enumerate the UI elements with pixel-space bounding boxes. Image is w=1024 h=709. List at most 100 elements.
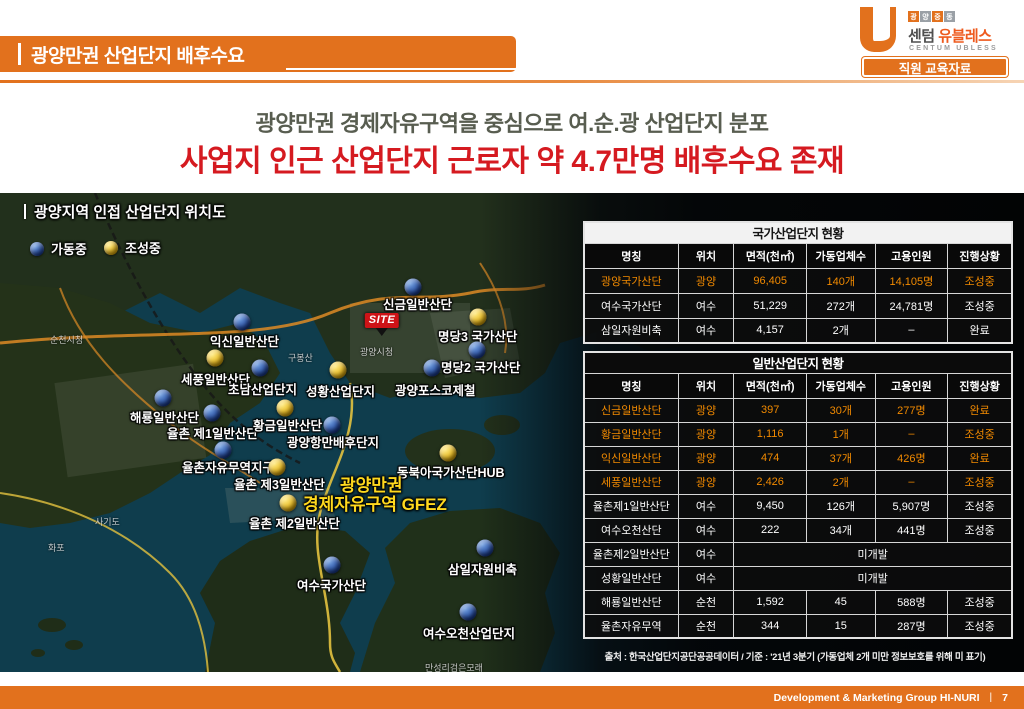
logo-tile: 동 (944, 11, 955, 22)
table-cell: 광양 (677, 397, 735, 423)
header-divider (0, 80, 1024, 83)
table-cell: 397 (733, 397, 808, 423)
legend-label: 가동중 (51, 242, 87, 257)
marker-label: 초남산업단지 (228, 383, 298, 397)
table-row: 광양국가산단 광양 96,405 140개 14,105명 조성중 (583, 267, 1013, 294)
marker-label: 율촌자유무역지구 (182, 461, 275, 475)
table-row: 세풍일반산단 광양 2,426 2개 – 조성중 (583, 469, 1013, 495)
marker-dot-blue (459, 603, 477, 621)
table-cell: 여수 (677, 292, 735, 319)
table-title: 일반산업단지 현황 (583, 351, 1013, 374)
table-row: 여수오천산단 여수 222 34개 441명 조성중 (583, 517, 1013, 543)
table-cell: – (874, 421, 949, 447)
table-cell: 여수 (677, 517, 735, 543)
table-cell: 34개 (806, 517, 876, 543)
table-cell: 익신일반산단 (583, 445, 679, 471)
marker-dot-blue (154, 389, 172, 407)
table-cell: 24,781명 (874, 292, 949, 319)
column-header: 위치 (677, 372, 735, 399)
table-cell: 광양 (677, 267, 735, 294)
education-material-badge: 직원 교육자료 (862, 57, 1008, 77)
table-cell: 완료 (947, 445, 1013, 471)
marker-label: 삼일자원비축 (448, 563, 518, 577)
table-cell: 344 (733, 613, 808, 639)
marker-dot-blue (323, 556, 341, 574)
source-note: 출처 : 한국산업단지공단공공데이터 / 기준 : '21년 3분기 (가동업체… (604, 652, 986, 663)
table-cell: 30개 (806, 397, 876, 423)
table-cell: 14,105명 (874, 267, 949, 294)
column-header: 고용인원 (874, 372, 949, 399)
table-cell: 세풍일반산단 (583, 469, 679, 495)
table-cell: 277명 (874, 397, 949, 423)
column-header: 진행상황 (947, 372, 1013, 399)
table-cell: 474 (733, 445, 808, 471)
logo-tile: 중 (932, 11, 943, 22)
table-cell: 광양 (677, 445, 735, 471)
data-table: 국가산업단지 현황 명칭 위치 면적(천㎡) 가동업체수 고용인원 진행상황 광양국가산단 광양… (583, 221, 1013, 344)
table-cell: 9,450 (733, 493, 808, 519)
marker-label: 율촌 제3일반산단 (234, 478, 325, 492)
general-complex-table: 일반산업단지 현황 명칭 위치 면적(천㎡) 가동업체수 고용인원 진행상황 신금일반산단 광양… (583, 351, 1013, 639)
column-header: 면적(천㎡) (733, 242, 808, 269)
table-row: 신금일반산단 광양 397 30개 277명 완료 (583, 397, 1013, 423)
national-complex-table: 국가산업단지 현황 명칭 위치 면적(천㎡) 가동업체수 고용인원 진행상황 광양국가산단 광양… (583, 221, 1013, 344)
table-cell: 1개 (806, 421, 876, 447)
table-cell: 황금일반산단 (583, 421, 679, 447)
table-row: 율촌제1일반산단 여수 9,450 126개 5,907명 조성중 (583, 493, 1013, 519)
column-header: 고용인원 (874, 242, 949, 269)
table-row: 성황일반산단 여수 미개발 (583, 565, 1013, 591)
table-cell: 여수 (677, 317, 735, 344)
footer-separator: | (989, 692, 993, 703)
table-cell-span: 미개발 (733, 541, 1013, 567)
map-place-label: 구봉산 (288, 353, 313, 363)
table-cell: 광양국가산단 (583, 267, 679, 294)
table-cell: 588명 (874, 589, 949, 615)
legend-item: 조성중 (104, 238, 161, 257)
gfez-label: 경제자유구역 GFEZ (303, 495, 447, 514)
table-row: 해룡일반산단 순천 1,592 45 588명 조성중 (583, 589, 1013, 615)
marker-label: 성황산업단지 (306, 385, 376, 399)
table-row: 삼일자원비축 여수 4,157 2개 – 완료 (583, 317, 1013, 344)
table-cell: 삼일자원비축 (583, 317, 679, 344)
data-table: 일반산업단지 현황 명칭 위치 면적(천㎡) 가동업체수 고용인원 진행상황 신금일반산단 광양… (583, 351, 1013, 639)
table-cell: 여수 (677, 541, 735, 567)
table-cell: 율촌제1일반산단 (583, 493, 679, 519)
slide-title-bar: 광양만권 산업단지 배후수요 (0, 36, 516, 72)
brand-name-dark: 센텀 (908, 28, 935, 45)
legend-dot-blue (30, 241, 44, 256)
table-cell: 2개 (806, 469, 876, 495)
marker-dot-blue (214, 441, 232, 459)
marker-dot-yellow (268, 458, 286, 476)
legend-item: 가동중 (30, 239, 87, 258)
table-cell: 45 (806, 589, 876, 615)
marker-label: 율촌 제2일반산단 (249, 517, 340, 531)
table-cell: 순천 (677, 589, 735, 615)
table-cell: 조성중 (947, 267, 1013, 294)
table-cell: 신금일반산단 (583, 397, 679, 423)
table-cell: 여수국가산단 (583, 292, 679, 319)
table-cell: 조성중 (947, 613, 1013, 639)
marker-dot-blue (233, 313, 251, 331)
table-cell: – (874, 317, 949, 344)
map-place-label: 순천시청 (50, 335, 84, 345)
table-cell: 조성중 (947, 421, 1013, 447)
table-cell: 140개 (806, 267, 876, 294)
site-marker-label: SITE (364, 313, 400, 328)
marker-dot-yellow (329, 361, 347, 379)
marker-dot-blue (423, 359, 441, 377)
map-title-text: 광양지역 인접 산업단지 위치도 (34, 204, 226, 221)
title-accent-bar (18, 43, 21, 65)
marker-label: 광양포스코제철 (395, 384, 476, 398)
logo-tile: 광 (908, 11, 919, 22)
marker-dot-blue (203, 404, 221, 422)
marker-label: 황금일반산단 (253, 419, 323, 433)
site-marker-pointer-icon (375, 328, 388, 336)
column-header: 가동업체수 (806, 372, 876, 399)
marker-dot-blue (404, 278, 422, 296)
map-place-label: 화포 (48, 543, 65, 553)
table-cell: 해룡일반산단 (583, 589, 679, 615)
page-title: 광양만권 산업단지 배후수요 (31, 45, 245, 67)
marker-label: 동북아국가산단HUB (397, 466, 505, 480)
